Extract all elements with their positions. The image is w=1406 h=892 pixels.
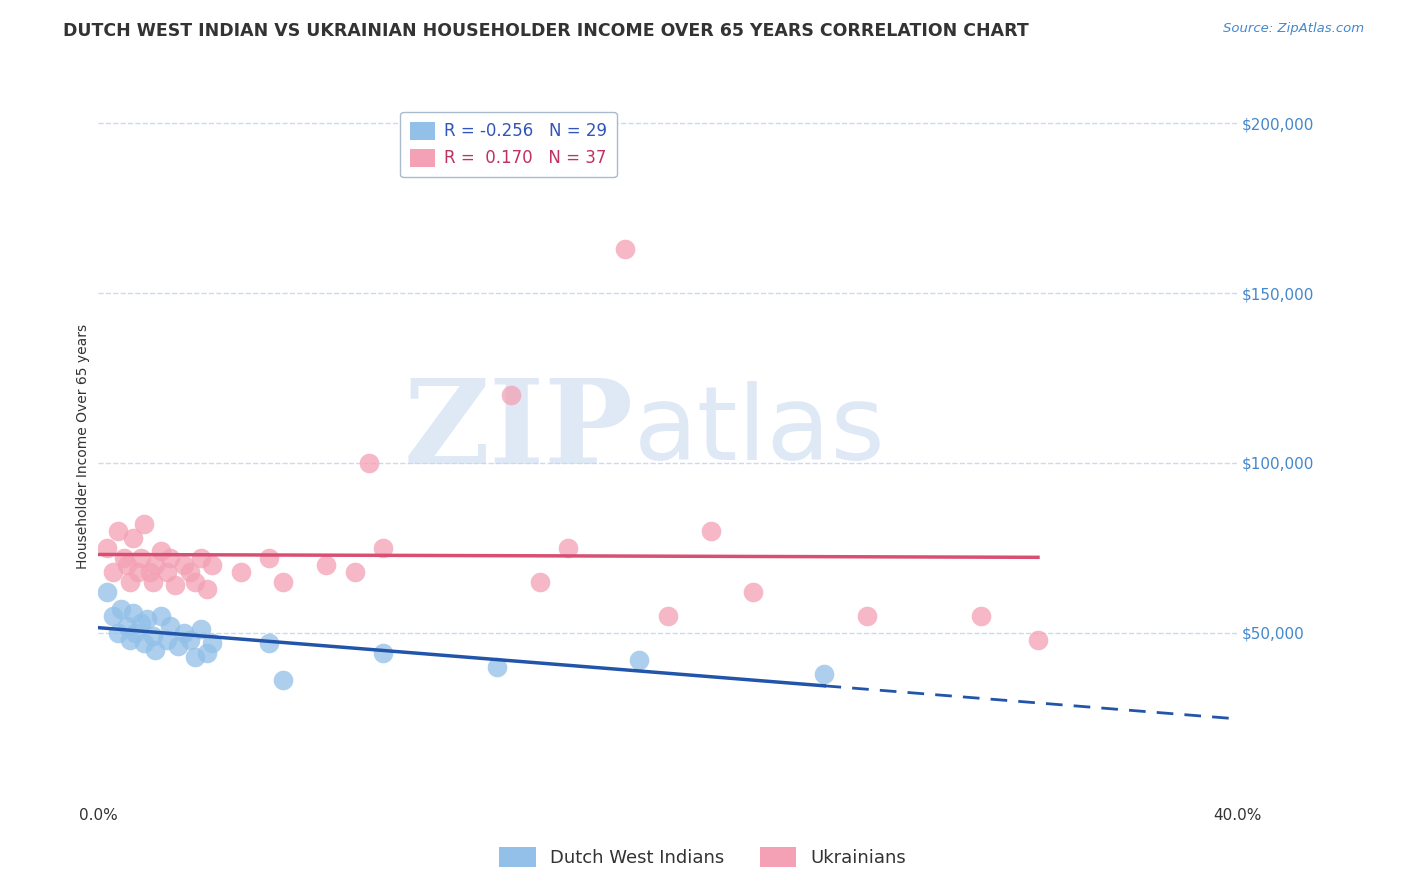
Point [167, 640, 190, 654]
Point [357, 456, 380, 470]
Point [259, 636, 281, 650]
Point [273, 673, 295, 688]
Point [179, 565, 201, 579]
Point [129, 551, 152, 566]
Point [156, 632, 179, 647]
Point [201, 558, 224, 572]
Point [195, 582, 218, 596]
Point [141, 574, 163, 589]
Point [96, 541, 118, 555]
Point [101, 565, 124, 579]
Point [135, 612, 157, 626]
Point [110, 602, 132, 616]
Point [121, 531, 143, 545]
Point [259, 551, 281, 566]
Point [156, 565, 179, 579]
Point [813, 666, 835, 681]
Point [179, 632, 201, 647]
Point [856, 608, 879, 623]
Point [159, 619, 181, 633]
Point [96, 585, 118, 599]
Point [115, 619, 138, 633]
Point [127, 565, 149, 579]
Point [115, 558, 138, 572]
Point [190, 623, 212, 637]
Point [343, 565, 366, 579]
Legend: Dutch West Indians, Ukrainians: Dutch West Indians, Ukrainians [492, 839, 914, 874]
Point [165, 578, 187, 592]
Point [138, 565, 160, 579]
Point [159, 551, 181, 566]
Point [141, 629, 163, 643]
Text: ZIP: ZIP [404, 375, 634, 489]
Point [173, 558, 195, 572]
Point [201, 636, 224, 650]
Point [184, 574, 207, 589]
Text: DUTCH WEST INDIAN VS UKRAINIAN HOUSEHOLDER INCOME OVER 65 YEARS CORRELATION CHAR: DUTCH WEST INDIAN VS UKRAINIAN HOUSEHOLD… [63, 22, 1029, 40]
Point [970, 608, 993, 623]
Y-axis label: Householder Income Over 65 years: Householder Income Over 65 years [76, 324, 90, 568]
Point [699, 524, 721, 538]
Point [373, 541, 395, 555]
Point [124, 626, 146, 640]
Point [132, 636, 155, 650]
Point [107, 626, 129, 640]
Point [628, 653, 651, 667]
Point [145, 558, 167, 572]
Point [273, 574, 295, 589]
Point [121, 606, 143, 620]
Point [118, 574, 141, 589]
Text: atlas: atlas [634, 381, 886, 483]
Point [195, 646, 218, 660]
Point [150, 608, 173, 623]
Point [107, 524, 129, 538]
Point [112, 551, 135, 566]
Point [614, 242, 637, 256]
Point [742, 585, 765, 599]
Text: Source: ZipAtlas.com: Source: ZipAtlas.com [1223, 22, 1364, 36]
Legend: R = -0.256   N = 29, R =  0.170   N = 37: R = -0.256 N = 29, R = 0.170 N = 37 [401, 112, 617, 178]
Point [501, 388, 523, 402]
Point [229, 565, 252, 579]
Point [173, 626, 195, 640]
Point [145, 643, 167, 657]
Point [315, 558, 337, 572]
Point [486, 660, 509, 674]
Point [184, 649, 207, 664]
Point [129, 615, 152, 630]
Point [132, 517, 155, 532]
Point [190, 551, 212, 566]
Point [1026, 632, 1049, 647]
Point [557, 541, 579, 555]
Point [657, 608, 679, 623]
Point [101, 608, 124, 623]
Point [373, 646, 395, 660]
Point [118, 632, 141, 647]
Point [529, 574, 551, 589]
Point [150, 544, 173, 558]
